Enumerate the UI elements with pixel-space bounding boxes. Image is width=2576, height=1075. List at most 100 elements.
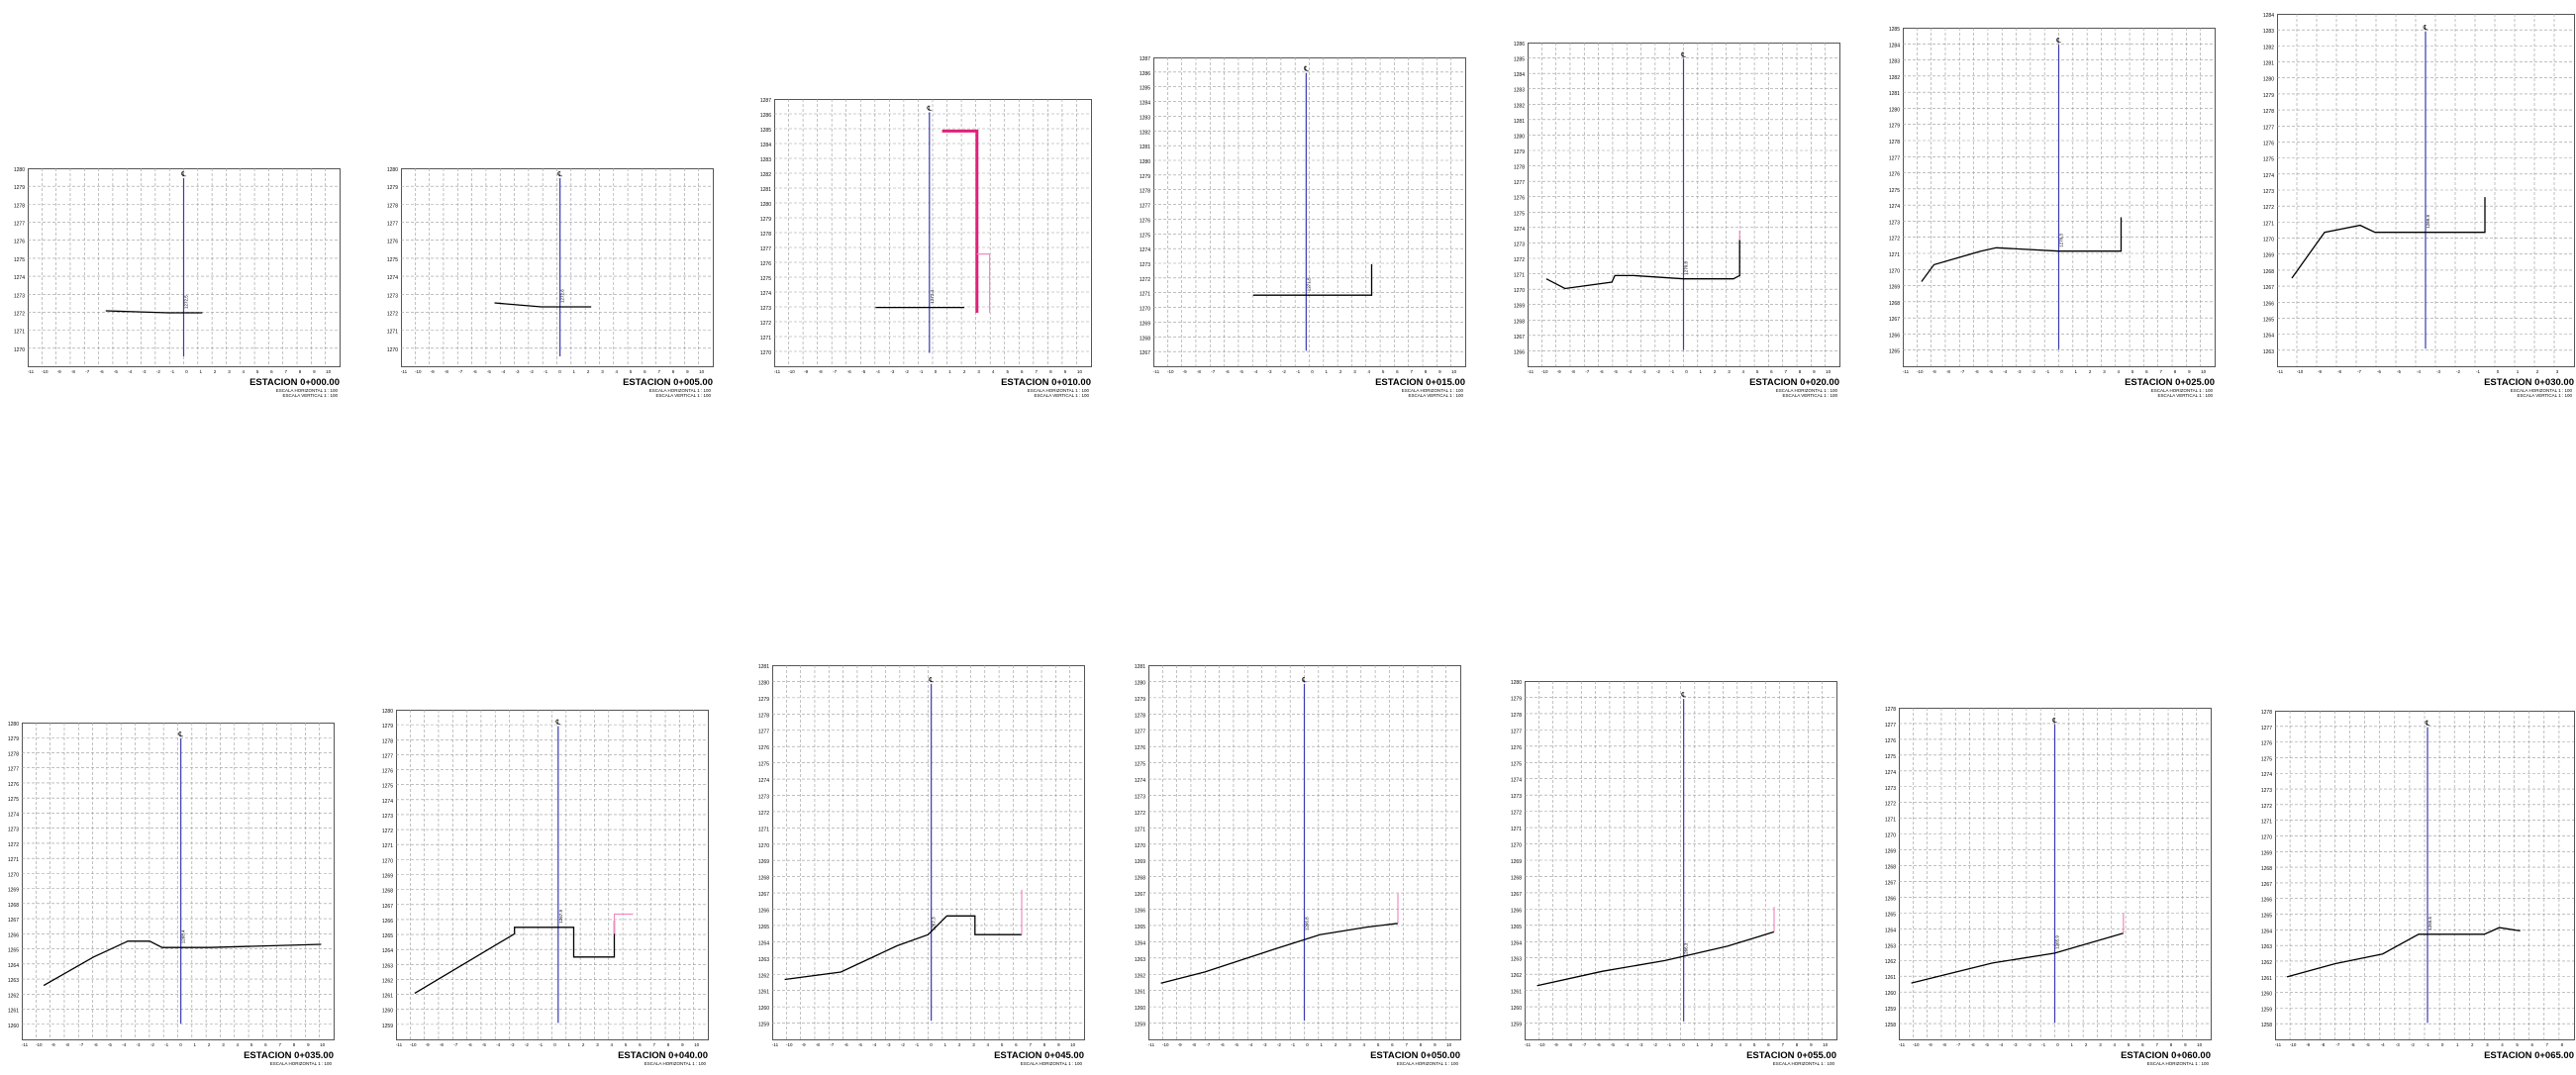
elevation-label: 1265 — [2261, 914, 2272, 920]
elevation-label: 1280 — [1514, 134, 1525, 140]
centerline-symbol: ℄ — [556, 171, 562, 178]
distance-label: 1 — [568, 1042, 571, 1047]
distance-label: -1 — [1670, 369, 1674, 374]
elevation-label: 1272 — [1511, 811, 1522, 817]
distance-label: 6 — [639, 1042, 642, 1047]
distance-label: 5 — [2516, 1042, 2519, 1047]
elevation-label: 1264 — [382, 948, 393, 954]
elevation-label: 1279 — [1514, 149, 1525, 155]
elevation-label: 1279 — [1135, 697, 1145, 703]
distance-label: 8 — [293, 1042, 296, 1047]
section-drawing: 1285128412831282128112801279127812771276… — [1889, 27, 2216, 398]
cross-section-panel: 1280 1279 1278 1277 1276 1275 1274 1273 1272 1271… — [1511, 680, 1856, 1075]
distance-label: -7 — [1956, 1042, 1960, 1047]
grid-lines — [401, 168, 713, 366]
cross-section-panel: 1278 1277 1276 1275 1274 1273 1272 1271 1270 1269… — [2261, 710, 2576, 1075]
station-title: ESTACION 0+030.00 — [2484, 377, 2574, 388]
station-title: ESTACION 0+040.00 — [618, 1050, 708, 1061]
grid-frame — [396, 710, 709, 1040]
elevation-label: 1279 — [387, 185, 398, 191]
distance-label: 0 — [935, 369, 938, 374]
distance-label: 6 — [1021, 369, 1024, 374]
distance-label: -5 — [114, 369, 118, 374]
centerline-symbol: ℄ — [2423, 25, 2428, 32]
distance-label: 7 — [1781, 1042, 1784, 1047]
distance-label: 7 — [2546, 1042, 2549, 1047]
elevation-label: 1283 — [2263, 29, 2274, 35]
distance-label: -11 — [28, 369, 35, 374]
distance-label: -11 — [1525, 1042, 1532, 1047]
elevation-label: 1271 — [14, 330, 25, 336]
terrain-profile — [1536, 930, 1775, 987]
elevation-label: 1282 — [1514, 103, 1525, 109]
distance-label: -5 — [108, 1042, 112, 1047]
distance-label: -11 — [1148, 1042, 1155, 1047]
distance-label: 9 — [307, 1042, 310, 1047]
distance-label: 5 — [1006, 369, 1009, 374]
axis-elevation-label: 1266.8 — [1305, 917, 1310, 930]
terrain-profile — [43, 940, 322, 987]
distance-label: 3 — [222, 1042, 225, 1047]
section-drawing: 1280127912781277127612751274127312721271… — [8, 722, 335, 1066]
distance-label: -2 — [530, 369, 534, 374]
elevation-label: 1280 — [1511, 680, 1522, 686]
axis-elevation-label: 1272.5 — [184, 295, 189, 309]
distance-label: 4 — [243, 369, 246, 374]
distance-label: -1 — [915, 1042, 919, 1047]
distance-label: -10 — [2297, 369, 2304, 374]
elevation-label: 1262 — [2261, 960, 2272, 966]
distance-label: -1 — [2045, 369, 2049, 374]
elevation-label: 1278 — [1511, 713, 1522, 719]
cross-section-panel: 1286 1285 1284 1283 1282 1281 1280 1279 1278 1277… — [1514, 42, 1859, 402]
elevation-label: 1263 — [1885, 943, 1896, 949]
station-title: ESTACION 0+015.00 — [1375, 377, 1465, 388]
elevation-label: 1281 — [1139, 145, 1150, 150]
distance-label: 8 — [1799, 369, 1802, 374]
distance-label: 7 — [2155, 1042, 2158, 1047]
distance-label: -5 — [1239, 369, 1243, 374]
elevation-label: 1276 — [1885, 738, 1896, 744]
distance-label: 1 — [1697, 1042, 1700, 1047]
distance-label: 8 — [1043, 1042, 1046, 1047]
distance-label: 2 — [2085, 1042, 2088, 1047]
elevation-label: 1279 — [1139, 174, 1150, 180]
distance-label: 4 — [1739, 1042, 1742, 1047]
elevation-label: 1277 — [1135, 730, 1145, 735]
distance-label: -3 — [2014, 1042, 2018, 1047]
distance-label: -8 — [440, 1042, 444, 1047]
elevation-label: 1281 — [1135, 664, 1145, 670]
elevation-label: 1274 — [2263, 173, 2274, 179]
elevation-label: 1275 — [2263, 157, 2274, 163]
elevation-label: 1276 — [2261, 741, 2272, 747]
distance-label: 6 — [1015, 1042, 1018, 1047]
station-title: ESTACION 0+045.00 — [994, 1050, 1084, 1061]
distance-label: -10 — [1541, 369, 1548, 374]
elevation-label: 1269 — [1135, 859, 1145, 865]
elevation-label: 1274 — [382, 799, 393, 805]
distance-label: -5 — [1614, 369, 1618, 374]
distance-label: 2 — [963, 369, 966, 374]
distance-label: -9 — [2306, 1042, 2310, 1047]
elevation-label: 1268 — [1511, 875, 1522, 881]
distance-label: -4 — [496, 1042, 500, 1047]
distance-label: 1 — [1326, 369, 1329, 374]
horizontal-scale-note: ESCALA HORIZONTAL 1 : 100 — [1028, 388, 1090, 393]
elevation-label: 1271 — [387, 330, 398, 336]
elevation-label: 1267 — [758, 892, 769, 898]
horizontal-scale-note: ESCALA HORIZONTAL 1 : 100 — [2147, 1061, 2210, 1066]
elevation-label: 1268 — [2263, 269, 2274, 275]
elevation-label: 1274 — [8, 812, 19, 818]
axis-elevation-label: 1265.9 — [2055, 935, 2060, 949]
elevation-label: 1273 — [1514, 242, 1525, 247]
distance-label: 3 — [2556, 369, 2559, 374]
distance-label: -6 — [1600, 369, 1604, 374]
distance-label: 10 — [1446, 1042, 1452, 1047]
elevation-label: 1273 — [14, 293, 25, 299]
elevation-label: 1277 — [758, 730, 769, 735]
elevation-label: 1259 — [382, 1024, 393, 1029]
elevation-label: 1264 — [1511, 940, 1522, 946]
distance-label: -7 — [2335, 1042, 2339, 1047]
elevation-label: 1278 — [1889, 140, 1900, 146]
distance-label: 10 — [2197, 1042, 2203, 1047]
